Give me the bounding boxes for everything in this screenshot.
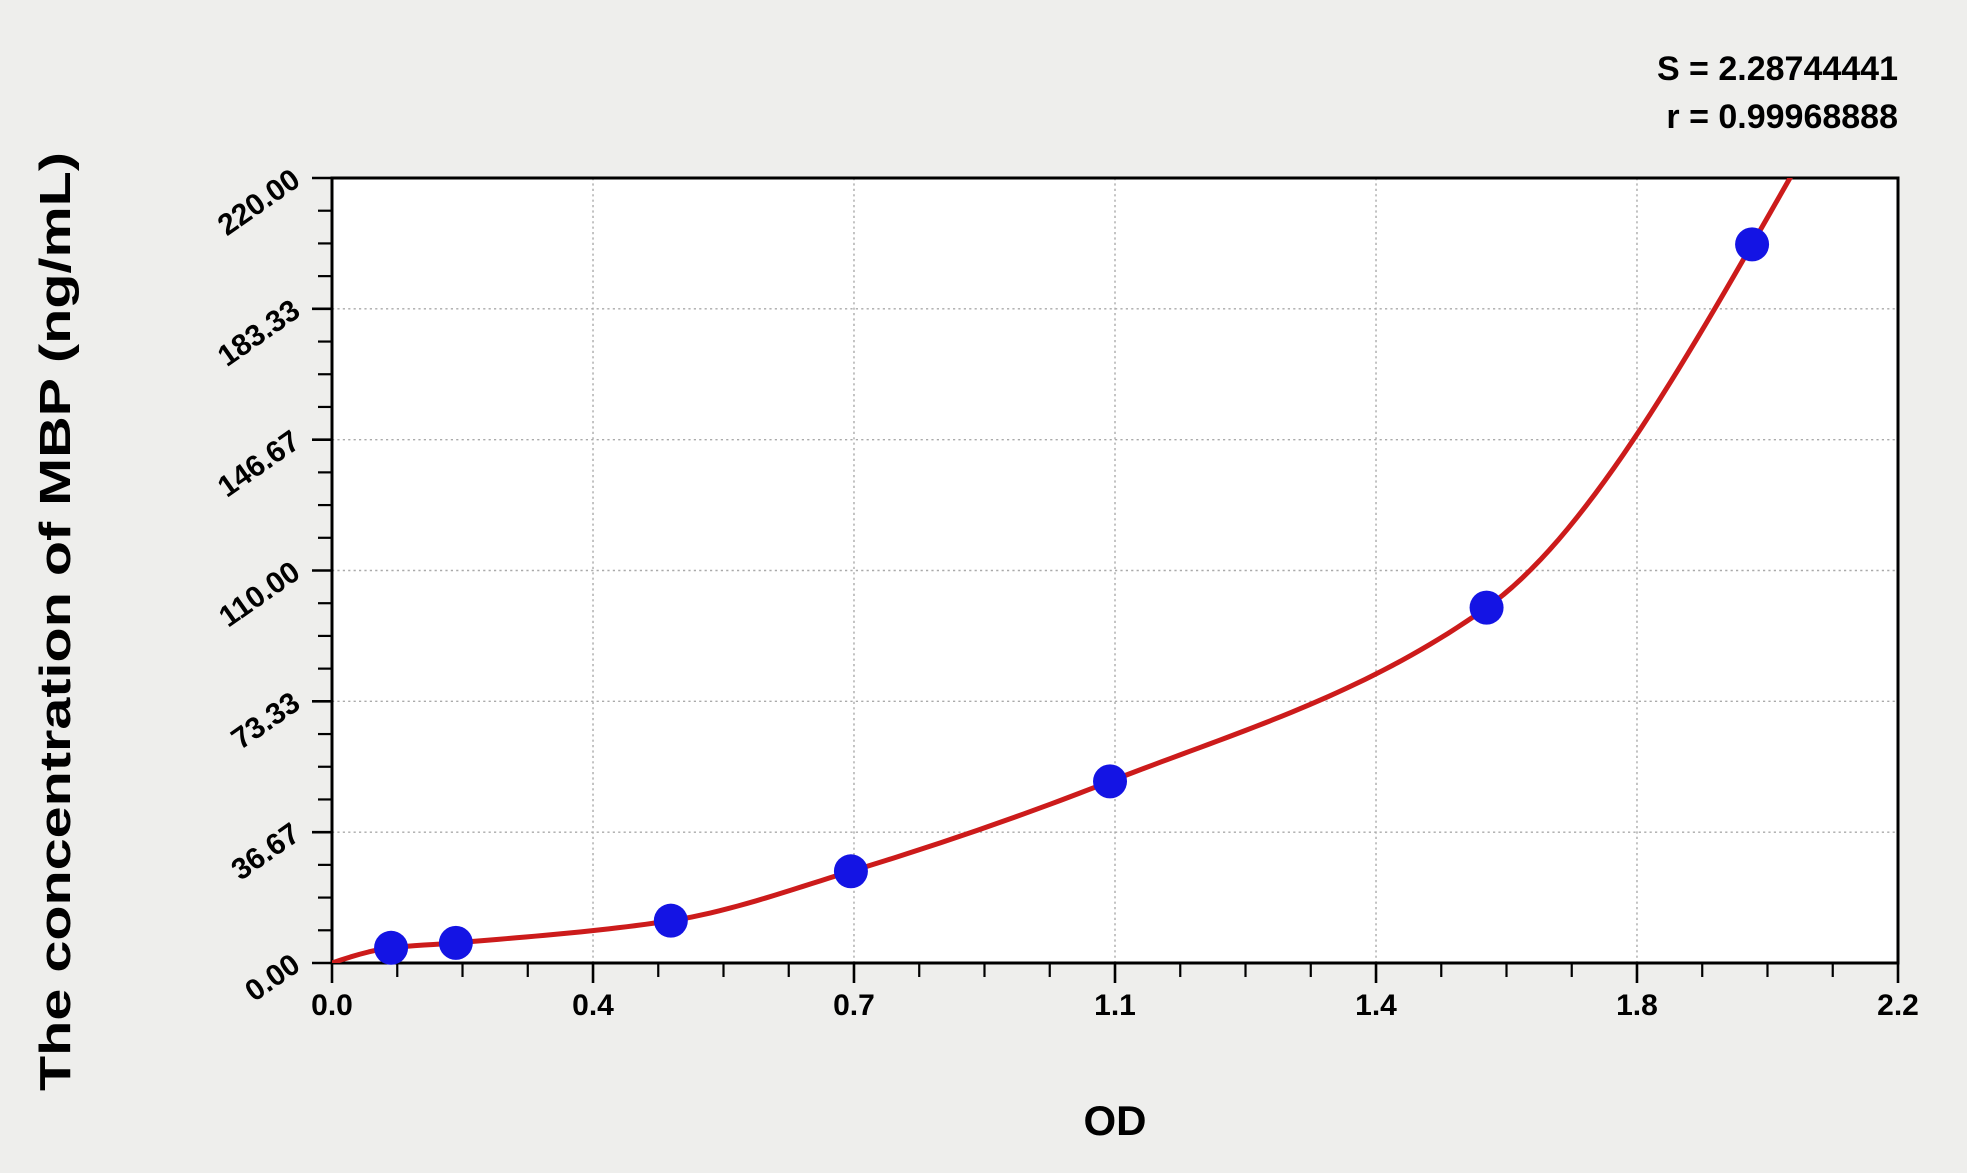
svg-text:0.0: 0.0 [311,989,353,1022]
svg-text:S = 2.28744441: S = 2.28744441 [1657,50,1898,88]
svg-text:1.1: 1.1 [1094,989,1136,1022]
svg-text:OD: OD [1084,1097,1147,1144]
svg-text:2.2: 2.2 [1877,989,1919,1022]
svg-text:r = 0.99968888: r = 0.99968888 [1666,98,1898,136]
svg-text:0.4: 0.4 [572,989,614,1022]
svg-text:0.7: 0.7 [833,989,875,1022]
svg-text:1.8: 1.8 [1616,989,1658,1022]
svg-text:The concentration of MBP (ng/m: The concentration of MBP (ng/mL) [31,152,80,1091]
svg-text:1.4: 1.4 [1355,989,1397,1022]
